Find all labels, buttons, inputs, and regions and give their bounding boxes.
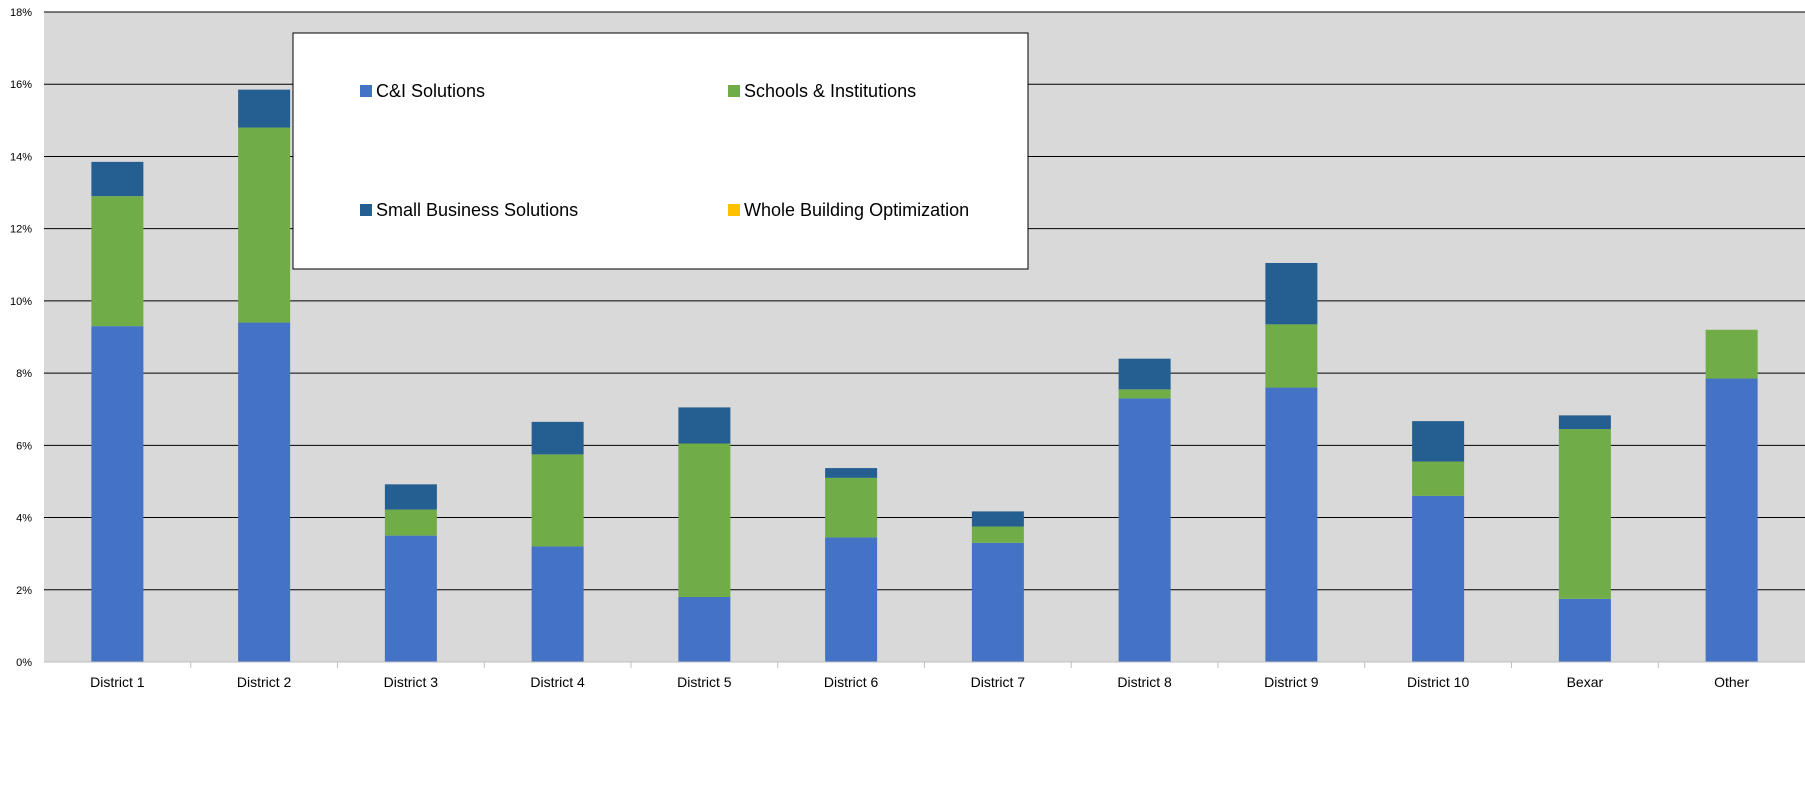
bar-segment	[971, 511, 1024, 527]
y-tick-label: 12%	[10, 224, 32, 236]
bar-segment	[531, 421, 584, 455]
bar-segment	[1705, 329, 1758, 379]
x-tick-label: District 2	[237, 674, 292, 690]
legend-swatch	[728, 204, 740, 216]
x-tick-label: District 9	[1264, 674, 1319, 690]
legend-item: Small Business Solutions	[360, 200, 578, 220]
bar-segment	[384, 509, 437, 536]
bar-segment	[1265, 262, 1318, 325]
bar-segment	[238, 89, 291, 128]
x-tick-label: District 4	[530, 674, 585, 690]
x-tick-label: District 8	[1117, 674, 1172, 690]
legend-swatch	[360, 85, 372, 97]
legend-item: Whole Building Optimization	[728, 200, 969, 220]
legend-item: Schools & Institutions	[728, 81, 916, 101]
legend-label: Whole Building Optimization	[744, 200, 969, 220]
x-tick-label: Bexar	[1567, 674, 1604, 690]
bar-segment	[384, 484, 437, 510]
bar-segment	[678, 443, 731, 597]
bar-segment	[1558, 429, 1611, 599]
y-tick-label: 0%	[16, 657, 32, 669]
x-tick-label: Other	[1714, 674, 1749, 690]
bar-segment	[1265, 324, 1318, 388]
bar-segment	[1118, 398, 1171, 662]
bar-segment	[531, 454, 584, 547]
y-tick-label: 8%	[16, 368, 32, 380]
y-tick-label: 2%	[16, 585, 32, 597]
x-tick-label: District 1	[90, 674, 145, 690]
legend-label: Schools & Institutions	[744, 81, 916, 101]
bar-segment	[825, 537, 878, 662]
bar-segment	[1265, 387, 1318, 662]
legend-swatch	[360, 204, 372, 216]
legend-label: Small Business Solutions	[376, 200, 578, 220]
x-tick-label: District 7	[971, 674, 1026, 690]
bar-segment	[238, 127, 291, 323]
y-tick-label: 10%	[10, 296, 32, 308]
y-tick-label: 4%	[16, 513, 32, 525]
y-tick-label: 14%	[10, 151, 32, 163]
bar-segment	[1118, 358, 1171, 390]
x-tick-label: District 6	[824, 674, 879, 690]
y-tick-label: 18%	[10, 7, 32, 19]
y-tick-label: 6%	[16, 440, 32, 452]
legend-box	[292, 32, 1029, 270]
bar-segment	[238, 322, 291, 662]
legend-item: C&I Solutions	[360, 81, 485, 101]
legend-label: C&I Solutions	[376, 81, 485, 101]
x-tick-label: District 10	[1407, 674, 1469, 690]
bar-segment	[678, 597, 731, 662]
bar-segment	[1412, 421, 1465, 462]
bar-segment	[971, 526, 1024, 543]
bar-segment	[1558, 598, 1611, 662]
bar-segment	[531, 546, 584, 662]
bar-segment	[825, 477, 878, 538]
x-tick-label: District 3	[384, 674, 439, 690]
bar-segment	[825, 468, 878, 478]
bar-segment	[1412, 495, 1465, 662]
bar-segment	[91, 196, 144, 327]
bar-segment	[91, 326, 144, 662]
bar-segment	[1558, 415, 1611, 430]
x-tick-label: District 5	[677, 674, 732, 690]
bar-segment	[971, 542, 1024, 662]
bar-segment	[91, 161, 144, 197]
bar-segment	[1705, 378, 1758, 662]
y-tick-label: 16%	[10, 79, 32, 91]
bar-segment	[1118, 389, 1171, 399]
legend-swatch	[728, 85, 740, 97]
bar-segment	[1412, 461, 1465, 496]
bar-segment	[678, 407, 731, 444]
bar-segment	[384, 535, 437, 662]
